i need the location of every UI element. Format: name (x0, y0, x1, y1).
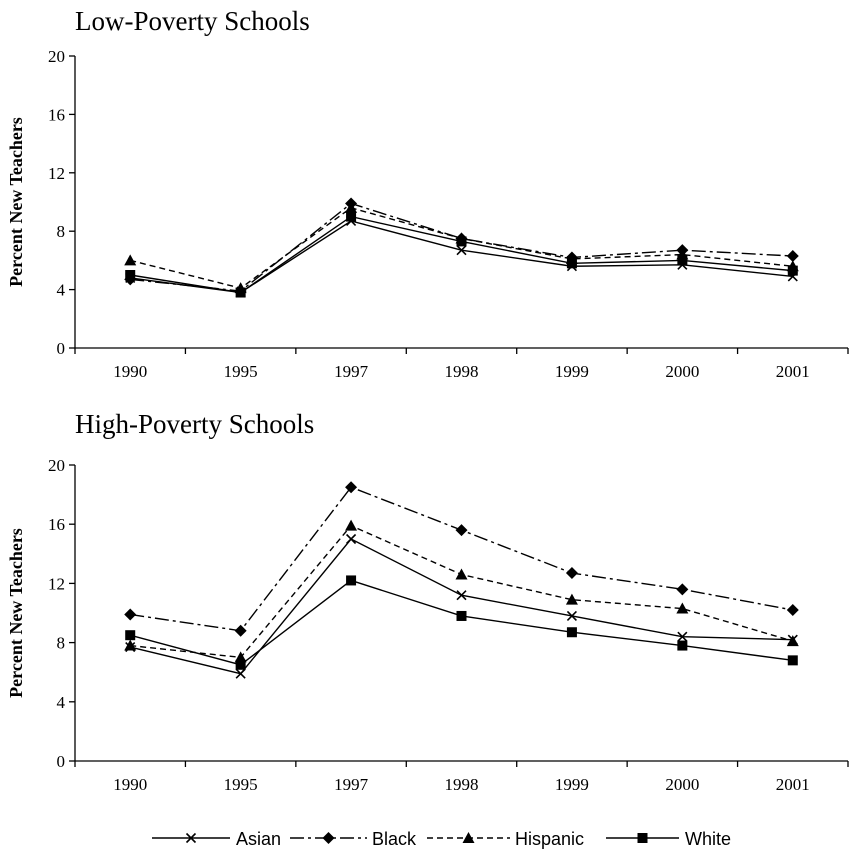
y-tick-label: 8 (57, 222, 66, 241)
data-point (455, 524, 468, 537)
data-point (787, 265, 798, 276)
x-tick-label: 1990 (113, 775, 147, 794)
data-point (235, 668, 246, 679)
x-tick-label: 1998 (445, 362, 479, 381)
series-line (130, 538, 793, 675)
x-tick-label: 1999 (555, 775, 589, 794)
chart-panel-2: High-Poverty Schools Percent New Teachers… (6, 409, 849, 794)
series-line (130, 579, 793, 666)
data-point (346, 533, 357, 545)
y-tick-label: 20 (48, 456, 65, 475)
data-point (676, 583, 689, 596)
x-tick-label: 1997 (334, 362, 369, 381)
legend-marker (637, 833, 648, 843)
data-point (677, 631, 688, 642)
data-point (234, 624, 247, 637)
chart-title: High-Poverty Schools (75, 409, 314, 439)
y-tick-label: 8 (57, 634, 66, 653)
data-point (565, 593, 578, 605)
data-point (125, 630, 136, 641)
data-point (786, 250, 799, 263)
x-tick-label: 2000 (665, 775, 699, 794)
series-hispanic (124, 201, 799, 294)
chart-panel-1: Low-Poverty Schools Percent New Teachers 0… (6, 6, 849, 381)
series-black (124, 197, 799, 298)
data-point (235, 287, 246, 298)
y-tick-label: 12 (48, 164, 65, 183)
y-axis-label: Percent New Teachers (6, 117, 26, 287)
data-point (456, 610, 467, 621)
series-line (130, 220, 793, 294)
y-tick-label: 4 (57, 693, 66, 712)
data-point (455, 568, 468, 580)
legend-label: White (685, 829, 731, 849)
data-point (456, 590, 467, 601)
x-tick-label: 1995 (224, 775, 258, 794)
x-tick-label: 1998 (445, 775, 479, 794)
legend-label: Hispanic (515, 829, 584, 849)
data-point (677, 640, 688, 651)
data-point (456, 245, 467, 256)
legend-item-asian: Asian (152, 829, 281, 849)
x-tick-label: 2000 (665, 362, 699, 381)
data-point (124, 639, 137, 651)
legend: Asian Black Hispanic White (152, 829, 731, 849)
series-asian (125, 533, 798, 679)
data-point (566, 627, 577, 638)
data-point (234, 651, 247, 663)
x-tick-label: 2001 (776, 362, 810, 381)
data-point (345, 481, 358, 494)
legend-label: Black (372, 829, 417, 849)
data-point (235, 659, 246, 670)
data-point (566, 610, 577, 622)
legend-marker (322, 832, 335, 844)
legend-item-black: Black (290, 829, 417, 849)
series-hispanic (124, 519, 799, 663)
x-tick-label: 1990 (113, 362, 147, 381)
x-tick-label: 2001 (776, 775, 810, 794)
series-white (125, 575, 798, 670)
data-point (787, 655, 798, 666)
data-point (565, 567, 578, 580)
series-white (125, 211, 798, 298)
data-point (566, 258, 577, 269)
y-tick-label: 0 (57, 752, 66, 771)
y-tick-label: 12 (48, 574, 65, 593)
data-point (346, 211, 357, 222)
series-black (124, 481, 799, 637)
y-tick-label: 0 (57, 339, 66, 358)
legend-marker (462, 832, 475, 843)
series-line (130, 202, 793, 292)
x-tick-label: 1999 (555, 362, 589, 381)
data-point (125, 270, 136, 280)
data-point (124, 254, 137, 266)
series-line (130, 207, 793, 289)
data-point (677, 255, 688, 266)
data-point (345, 519, 358, 531)
data-point (346, 575, 357, 586)
x-tick-label: 1995 (224, 362, 258, 381)
data-point (786, 635, 799, 647)
data-point (345, 201, 358, 213)
legend-item-hispanic: Hispanic (427, 829, 584, 849)
y-axis-label: Percent New Teachers (6, 528, 26, 698)
legend-item-white: White (606, 829, 731, 849)
legend-marker (185, 832, 197, 844)
data-point (786, 604, 799, 617)
x-tick-label: 1997 (334, 775, 369, 794)
chart-title: Low-Poverty Schools (75, 6, 310, 36)
data-point (456, 236, 467, 247)
series-line (130, 486, 793, 632)
legend-label: Asian (236, 829, 281, 849)
y-tick-label: 20 (48, 47, 65, 66)
series-line (130, 215, 793, 294)
y-tick-label: 16 (48, 105, 65, 124)
data-point (124, 608, 137, 621)
y-tick-label: 16 (48, 515, 65, 534)
data-point (676, 602, 689, 614)
y-tick-label: 4 (57, 281, 66, 300)
